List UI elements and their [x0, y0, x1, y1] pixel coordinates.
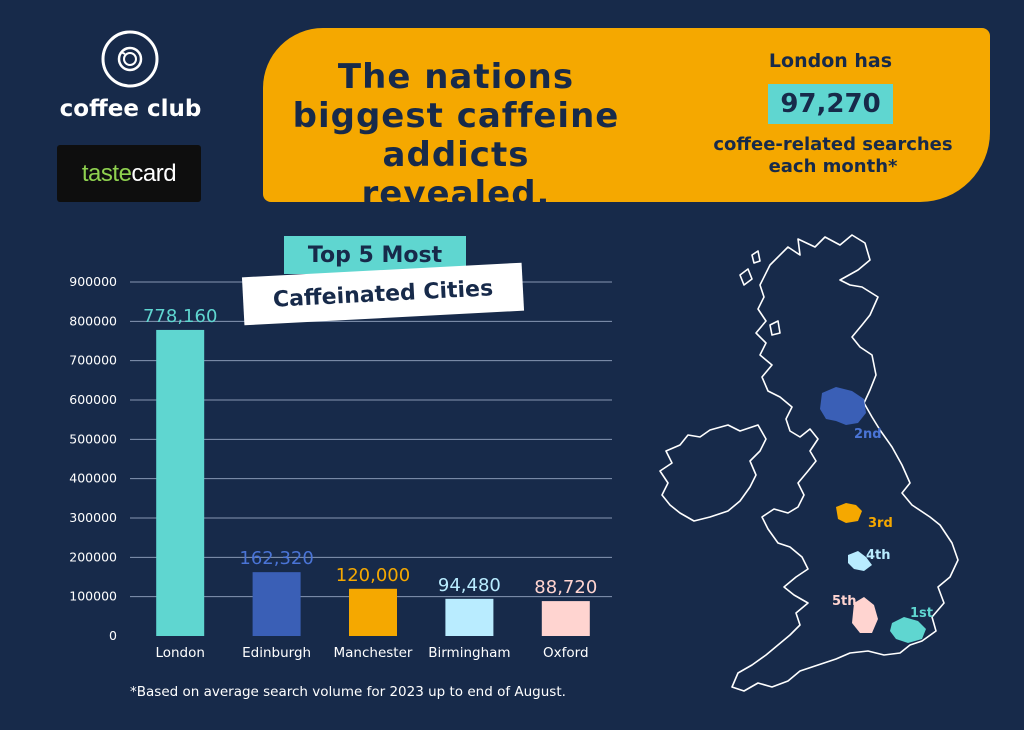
marker-shape-3rd [836, 503, 862, 523]
marker-label-2nd: 2nd [854, 427, 882, 442]
y-tick-label: 600000 [69, 392, 117, 407]
bar [445, 598, 494, 636]
bar-chart: 0 100000 200000 300000 400000 500000 600000 700… [69, 274, 612, 661]
headline-title: The nations biggest caffeine addicts rev… [292, 57, 620, 214]
coffee-cup-logo-icon [101, 30, 159, 88]
x-tick-label: London [155, 645, 205, 661]
y-tick-label: 900000 [69, 274, 117, 289]
marker-label-5th: 5th [832, 594, 857, 609]
y-tick-label: 200000 [69, 549, 117, 564]
tastecard-logo-card: card [131, 159, 177, 187]
y-tick-label: 0 [109, 628, 117, 643]
x-tick-label: Manchester [334, 645, 413, 661]
marker-label-1st: 1st [910, 606, 933, 621]
bar [156, 329, 205, 636]
bar [252, 572, 301, 636]
marker-shape-4th [848, 551, 872, 571]
stat-lead-text: London has [768, 50, 893, 72]
headline-banner: The nations biggest caffeine addicts rev… [263, 28, 990, 214]
marker-shape-5th [852, 597, 878, 633]
uk-map: 2nd 3rd 4th 5th 1st [659, 234, 959, 692]
y-tick-label: 700000 [69, 353, 117, 368]
marker-label-3rd: 3rd [868, 516, 893, 531]
bar-value-label: 778,160 [143, 306, 217, 327]
marker-shape-1st [890, 617, 926, 643]
bar-value-label: 94,480 [438, 575, 501, 596]
great-britain-outline [731, 234, 959, 692]
bar-value-label: 162,320 [239, 548, 313, 569]
x-tick-label: Edinburgh [242, 645, 311, 661]
tastecard-logo: taste card [57, 145, 201, 202]
tastecard-logo-taste: taste [81, 159, 132, 187]
stat-value-badge: 97,270 [768, 84, 893, 124]
y-tick-label: 400000 [69, 471, 117, 486]
x-tick-label: Oxford [543, 645, 589, 661]
bar [349, 588, 397, 636]
ireland-outline [659, 424, 767, 522]
bar-value-label: 120,000 [336, 565, 410, 586]
brand-name: coffee club [59, 96, 202, 122]
bar-value-label: 88,720 [534, 577, 597, 598]
marker-label-4th: 4th [866, 548, 891, 563]
y-tick-label: 500000 [69, 431, 117, 446]
y-tick-label: 300000 [69, 510, 117, 525]
chart-title-line1: Top 5 Most [284, 236, 466, 274]
y-tick-label: 800000 [69, 313, 117, 328]
marker-shape-2nd [820, 387, 866, 425]
bar [541, 601, 590, 636]
stat-tail-text: coffee-related searches each month* [713, 134, 953, 177]
x-tick-label: Birmingham [428, 645, 510, 661]
y-tick-label: 100000 [69, 589, 117, 604]
footnote: *Based on average search volume for 2023… [130, 684, 566, 700]
